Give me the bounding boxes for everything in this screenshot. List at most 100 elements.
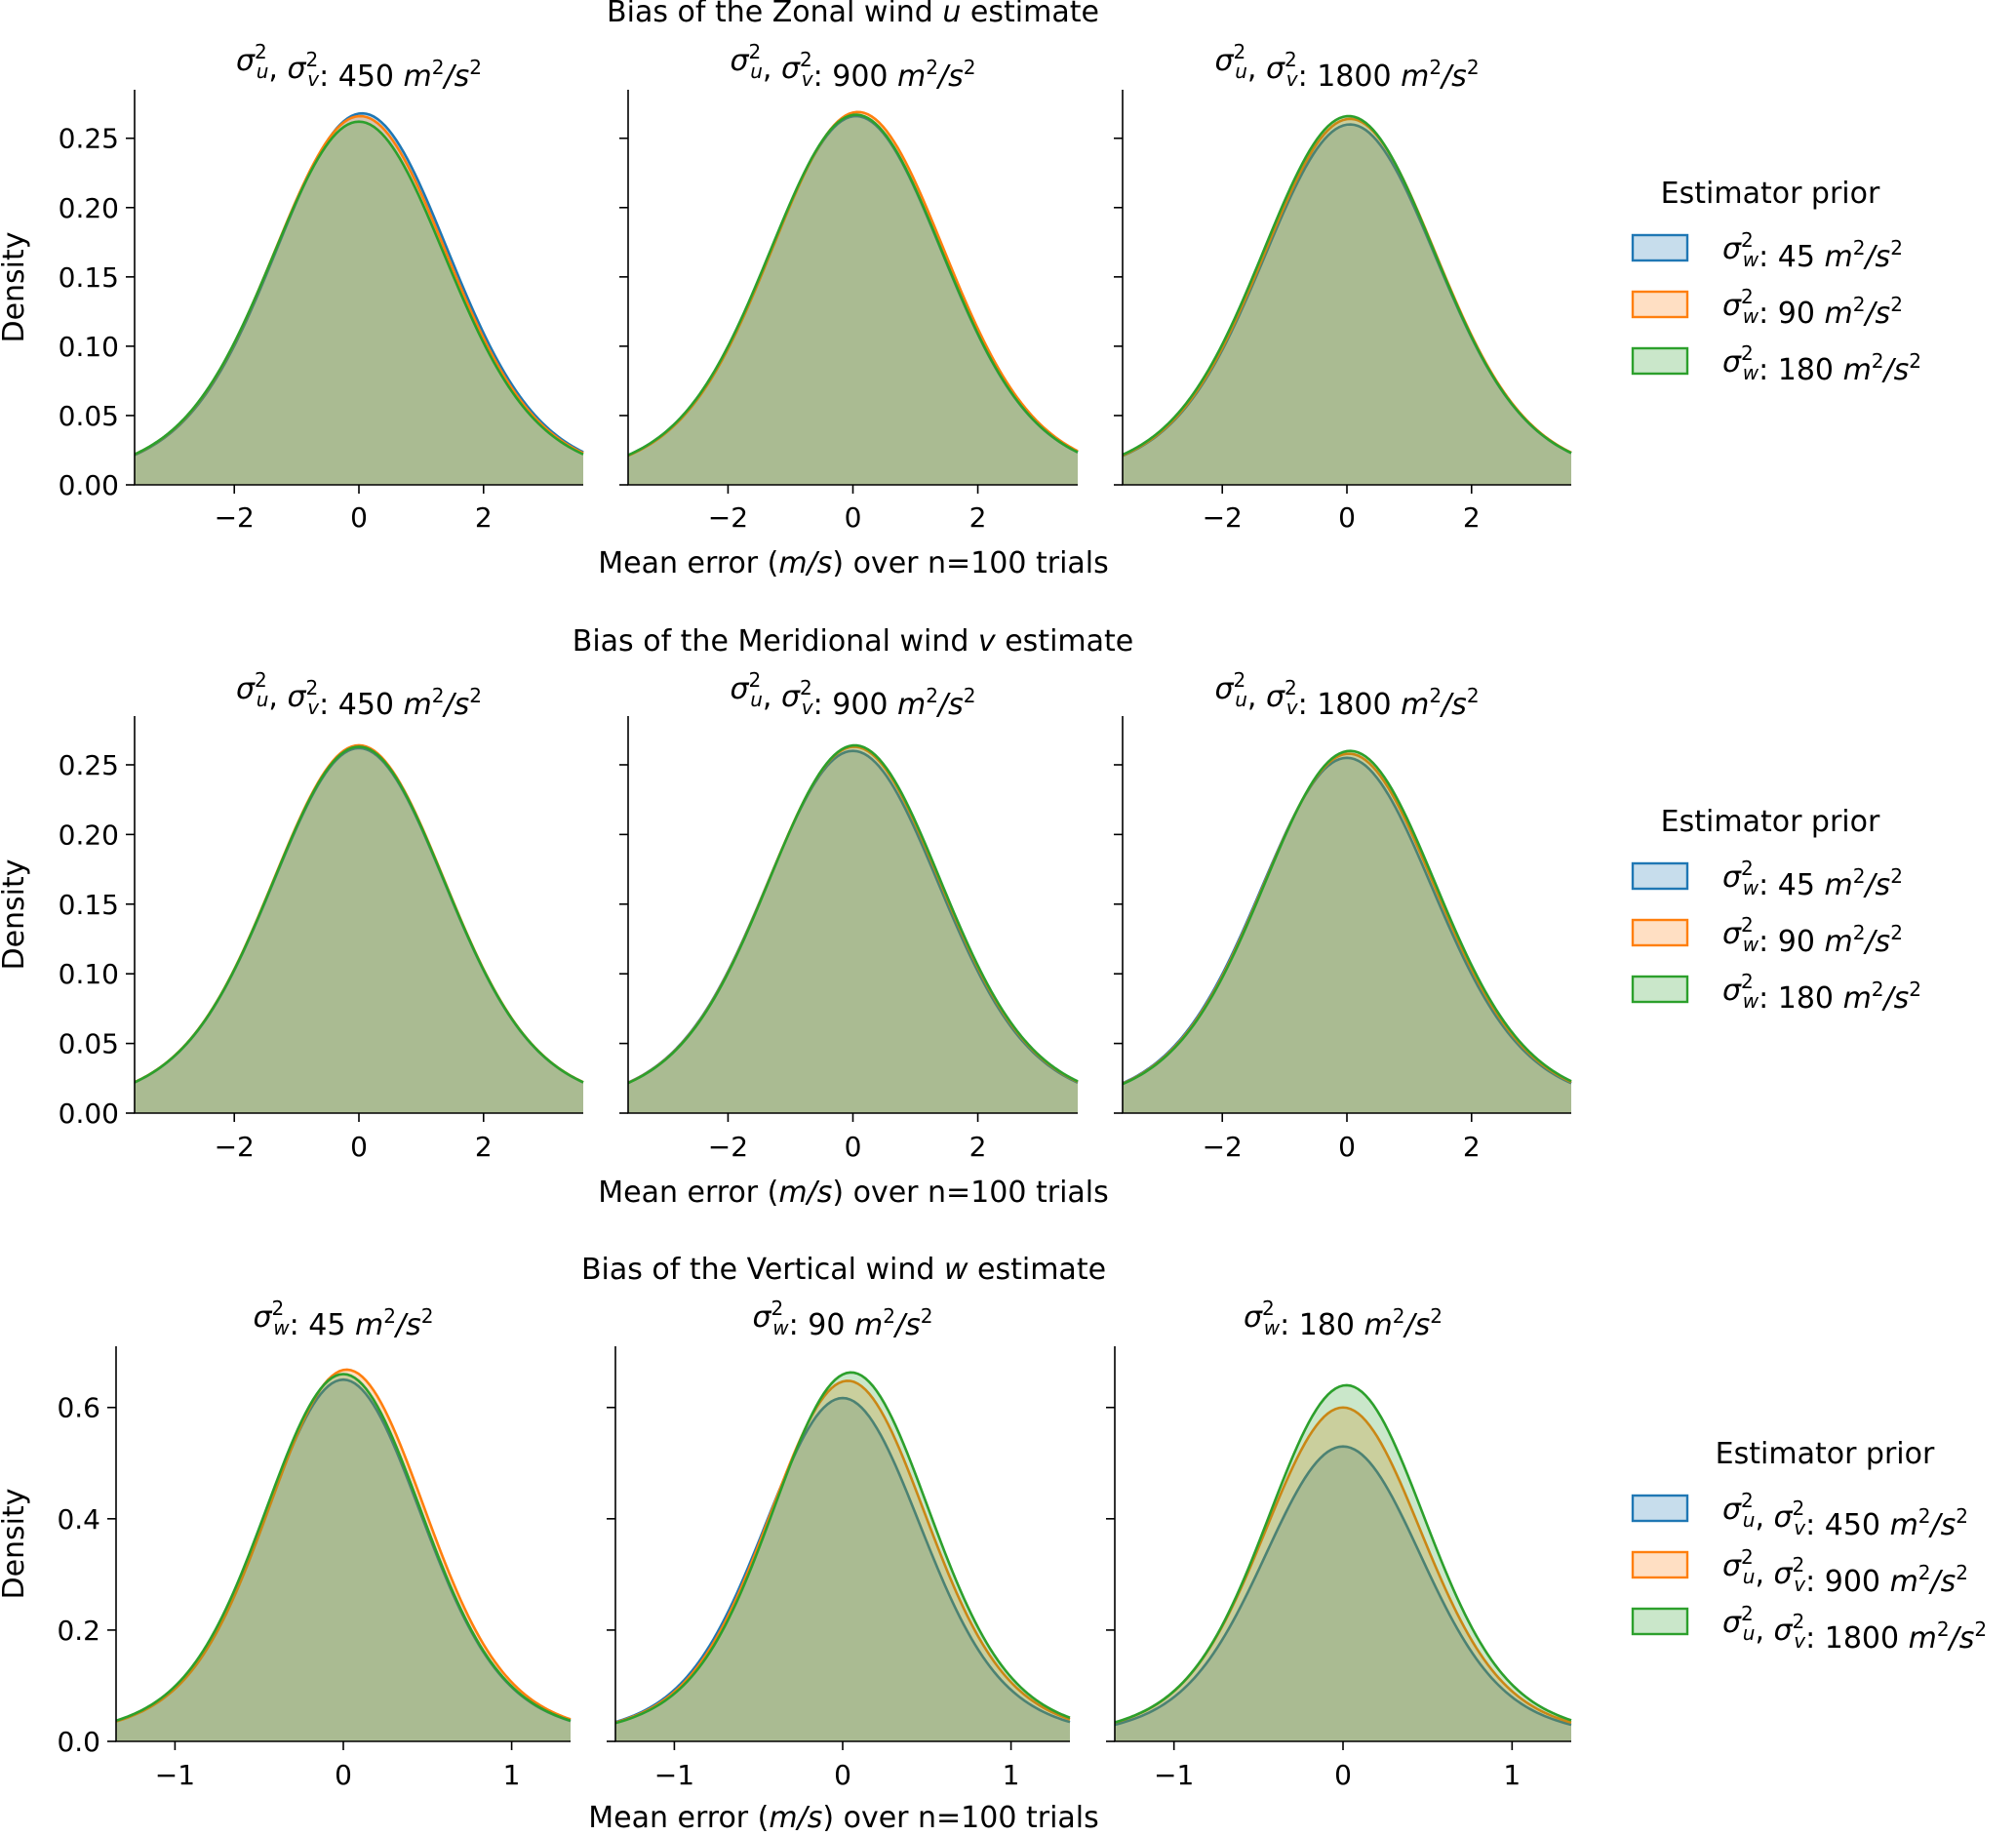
- x-tick-label: 0: [845, 501, 862, 534]
- panel: σ2 u, σ2 v: 1800 m2/s2 −2 0 2: [1114, 668, 1572, 1163]
- x-tick-label: 2: [475, 501, 493, 534]
- legend-label: σ2 u, σ2 v: 900 m2/s2: [1722, 1545, 1968, 1599]
- density-area: [135, 113, 583, 486]
- density-line: [134, 120, 584, 456]
- x-tick-label: −1: [155, 1759, 195, 1791]
- panel: σ2 u, σ2 v: 450 m2/s2 −2 0 2 0.00 0.05 0.10 0.15 0…: [59, 668, 584, 1163]
- panel-title: σ2 w: 45 m2/s2: [254, 1297, 434, 1342]
- legend: Estimator prior σ2 w: 45 m2/s2 σ2 w: 90 m2/s…: [1631, 177, 1921, 387]
- x-tick-label: 1: [1503, 1759, 1521, 1791]
- legend-swatch: [1631, 1494, 1689, 1523]
- legend-label: σ2 u, σ2 v: 1800 m2/s2: [1722, 1602, 1987, 1656]
- panel: σ2 u, σ2 v: 450 m2/s2 −2 0 2 0.00 0.05 0.10 0.15 0…: [59, 40, 584, 534]
- x-tick-label: 0: [335, 1759, 352, 1791]
- x-tick-label: 2: [475, 1131, 493, 1163]
- panel: σ2 u, σ2 v: 900 m2/s2 −2 0 2: [619, 668, 1079, 1163]
- y-tick-label: 0.15: [59, 261, 119, 294]
- x-axis-label: Mean error (m/s) over n=100 trials: [598, 546, 1109, 580]
- x-tick-label: 2: [1463, 501, 1481, 534]
- density-area: [135, 746, 583, 1113]
- y-tick-label: 0.10: [59, 958, 119, 990]
- legend-swatch: [1631, 1550, 1689, 1579]
- density-line: [115, 1373, 572, 1723]
- legend-title: Estimator prior: [1716, 1437, 1935, 1471]
- x-tick-label: 0: [350, 501, 368, 534]
- y-tick-label: 0.2: [57, 1615, 100, 1647]
- legend-swatch: [1631, 1607, 1689, 1636]
- y-tick-label: 0.15: [59, 889, 119, 921]
- density-area: [615, 1372, 1070, 1741]
- panel-title: σ2 w: 180 m2/s2: [1244, 1297, 1443, 1342]
- y-tick-label: 0.05: [59, 400, 119, 432]
- legend-swatch: [1631, 975, 1689, 1004]
- density-line: [614, 1379, 1071, 1724]
- x-tick-label: 2: [969, 501, 987, 534]
- density-area: [615, 1380, 1070, 1741]
- panel-title: σ2 u, σ2 v: 450 m2/s2: [236, 40, 482, 94]
- density-area: [628, 116, 1078, 485]
- density-line: [1122, 749, 1572, 1086]
- legend-swatch: [1631, 346, 1689, 376]
- density-line: [627, 113, 1079, 457]
- y-tick-label: 0.10: [59, 331, 119, 363]
- panel-title: σ2 u, σ2 v: 1800 m2/s2: [1214, 668, 1479, 722]
- density-area: [1115, 1384, 1571, 1741]
- density-line: [115, 1368, 572, 1723]
- density-area: [116, 1369, 571, 1741]
- row-title: Bias of the Meridional wind v estimate: [573, 624, 1134, 659]
- x-tick-label: −2: [1203, 1131, 1243, 1163]
- panel-title: σ2 u, σ2 v: 1800 m2/s2: [1214, 40, 1479, 94]
- density-area: [116, 1374, 571, 1741]
- x-tick-label: 0: [845, 1131, 862, 1163]
- density-line: [134, 745, 584, 1084]
- x-tick-label: −2: [708, 1131, 748, 1163]
- row-title: Bias of the Zonal wind u estimate: [607, 0, 1099, 29]
- density-area: [1115, 1407, 1571, 1741]
- x-tick-label: 1: [1003, 1759, 1020, 1791]
- y-axis-label: Density: [0, 1488, 31, 1599]
- x-tick-label: −2: [215, 1131, 255, 1163]
- x-tick-label: −2: [1203, 501, 1243, 534]
- legend-swatch: [1631, 233, 1689, 262]
- y-tick-label: 0.4: [57, 1503, 100, 1536]
- density-area: [628, 745, 1078, 1113]
- density-area: [628, 750, 1078, 1113]
- y-tick-label: 0.00: [59, 1098, 119, 1130]
- density-area: [135, 744, 583, 1113]
- y-axis-label: Density: [0, 858, 31, 970]
- x-tick-label: 0: [1338, 1131, 1356, 1163]
- density-area: [135, 116, 583, 485]
- x-tick-label: −1: [1154, 1759, 1194, 1791]
- panel-title: σ2 w: 90 m2/s2: [753, 1297, 933, 1342]
- density-area: [615, 1398, 1070, 1741]
- density-line: [627, 743, 1079, 1085]
- y-axis-label: Density: [0, 231, 31, 342]
- x-axis-label: Mean error (m/s) over n=100 trials: [588, 1801, 1099, 1835]
- density-area: [1123, 116, 1571, 485]
- y-tick-label: 0.25: [59, 749, 119, 781]
- panel: σ2 w: 45 m2/s2 −1 0 1 0.0 0.2 0.4 0.6: [57, 1297, 572, 1791]
- density-area: [628, 746, 1078, 1113]
- legend-title: Estimator prior: [1661, 177, 1880, 211]
- density-line: [614, 1396, 1071, 1724]
- density-area: [1123, 118, 1571, 485]
- x-tick-label: −1: [654, 1759, 694, 1791]
- density-area: [135, 121, 583, 486]
- density-area: [135, 747, 583, 1113]
- y-tick-label: 0.05: [59, 1028, 119, 1060]
- y-tick-label: 0.00: [59, 469, 119, 501]
- x-tick-label: 1: [503, 1759, 521, 1791]
- y-tick-label: 0.25: [59, 123, 119, 155]
- density-area: [628, 111, 1078, 485]
- panel-title: σ2 u, σ2 v: 900 m2/s2: [730, 668, 975, 722]
- density-area: [628, 114, 1078, 485]
- y-tick-label: 0.20: [59, 192, 119, 224]
- legend-title: Estimator prior: [1661, 805, 1880, 839]
- x-axis-label: Mean error (m/s) over n=100 trials: [598, 1176, 1109, 1210]
- legend-swatch: [1631, 918, 1689, 947]
- y-tick-label: 0.0: [57, 1726, 100, 1758]
- density-area: [1115, 1446, 1571, 1741]
- legend-label: σ2 w: 180 m2/s2: [1722, 970, 1921, 1016]
- panel: σ2 u, σ2 v: 1800 m2/s2 −2 0 2: [1114, 40, 1572, 534]
